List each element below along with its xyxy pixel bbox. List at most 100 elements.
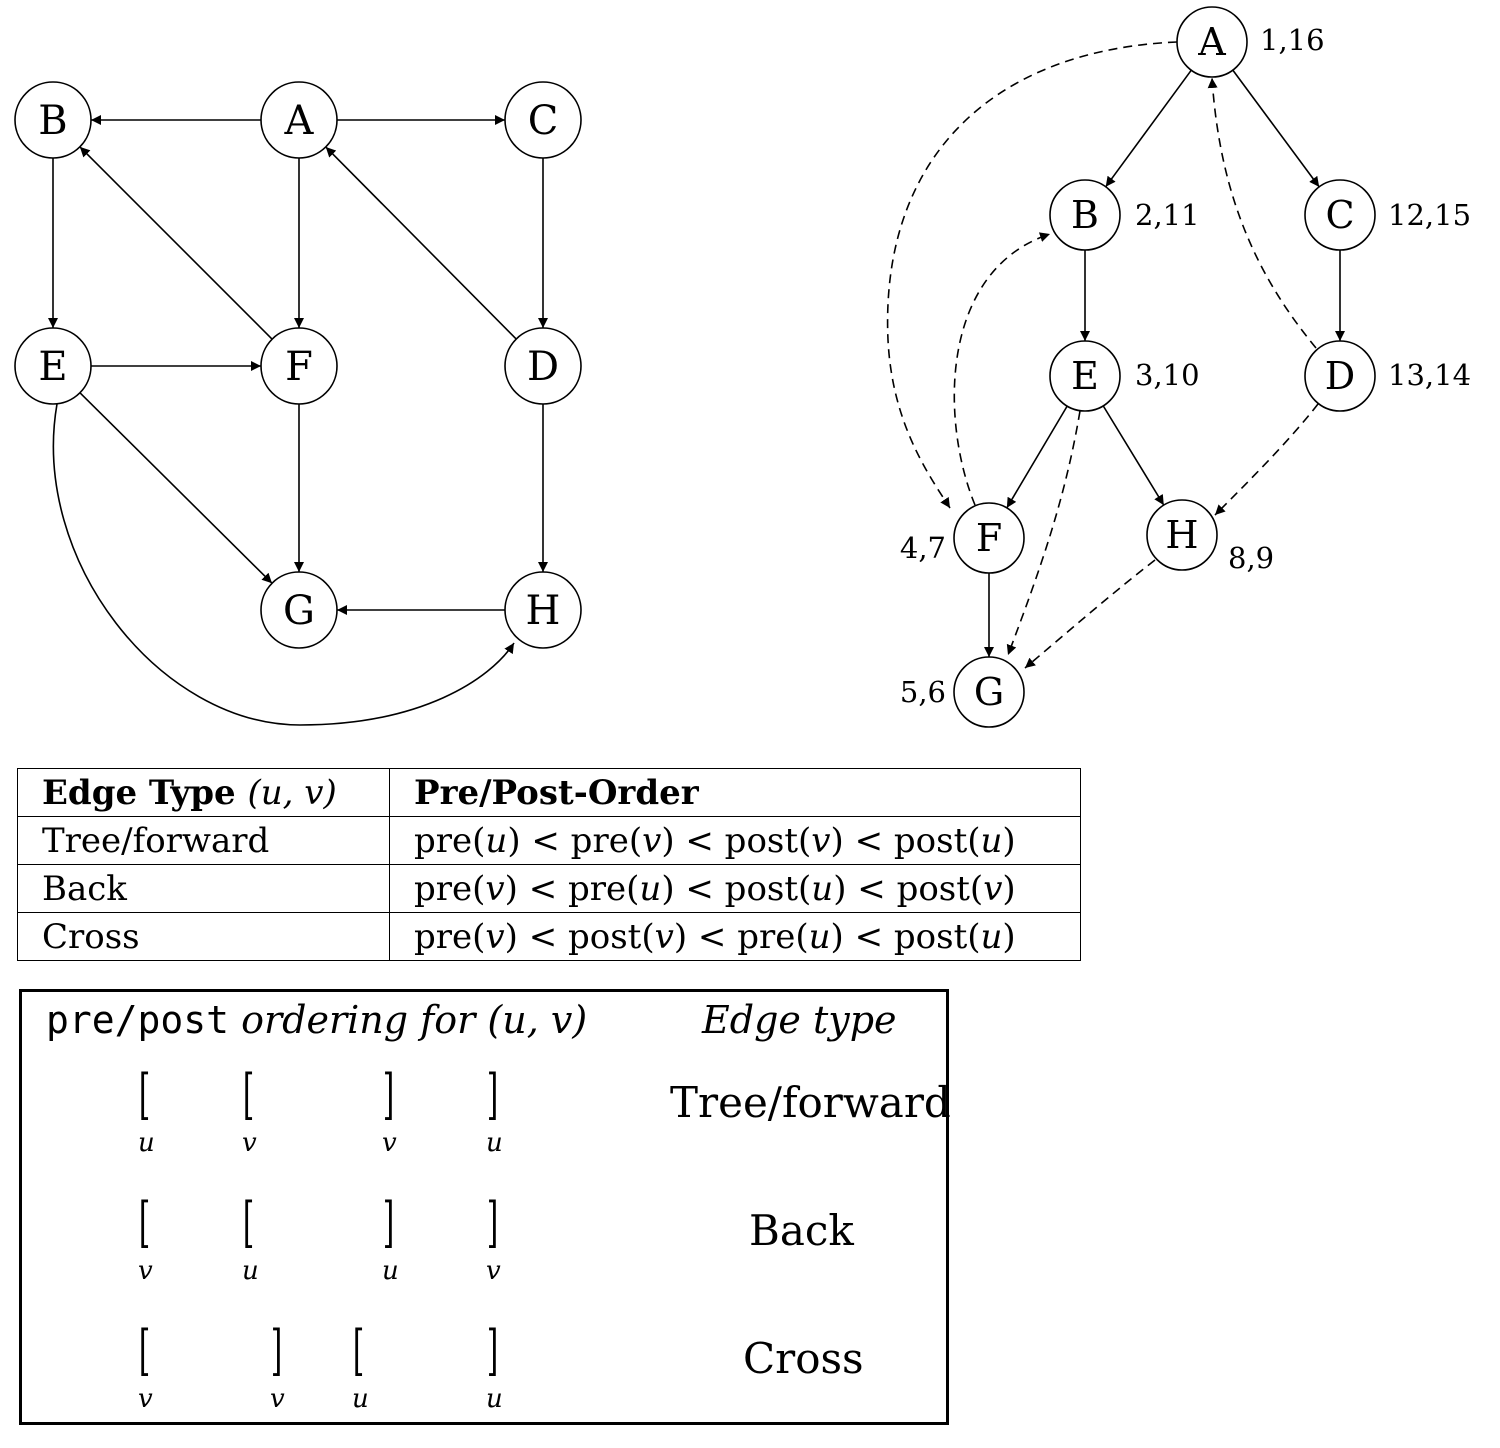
dfs-node-E-label: E <box>1071 354 1099 398</box>
box-title-prepost: pre/post <box>46 998 230 1042</box>
dfs-node-G-times: 5,6 <box>900 675 946 709</box>
edge-type-name: Back <box>749 1206 854 1255</box>
close-bracket: ] <box>486 1191 499 1254</box>
box-title-uv: (u, v) <box>487 998 588 1042</box>
node-F-label: F <box>285 344 313 390</box>
right-graph: A 1,16 B 2,11 C 12,15 E 3,10 D 13,14 F 4,7 H 8,9 G 5,6 <box>886 6 1471 728</box>
close-bracket: ] <box>270 1319 283 1382</box>
node-E-circle <box>14 327 92 405</box>
open-bracket: [ <box>242 1191 255 1254</box>
edge-E-H <box>52 403 515 726</box>
dfs-node-D-times: 13,14 <box>1388 358 1471 392</box>
close-bracket: ] <box>382 1063 395 1126</box>
dfs-node-B-times: 2,11 <box>1135 198 1200 232</box>
node-B-label: B <box>38 98 67 144</box>
edge-F-B <box>79 146 273 340</box>
node-G-circle <box>260 571 338 649</box>
node-A-label: A <box>284 98 315 144</box>
dashed-edge-E-G <box>1006 410 1081 656</box>
node-B-circle <box>14 81 92 159</box>
graphs-canvas: A B C D E F G H A 1,16 B 2,11 C 12,15 E 3,10 D 13,14 F 4,7… <box>14 6 1471 728</box>
bracket-label: u <box>382 1256 399 1286</box>
dfs-node-H-circle <box>1146 499 1218 571</box>
box-title-ordering: ordering for <box>241 998 476 1042</box>
table-row: Cross pre(v) < post(v) < pre(u) < post(u) <box>17 912 1081 961</box>
bracket-label: v <box>486 1256 501 1286</box>
table-row: Tree/forward pre(u) < pre(v) < post(v) < … <box>17 816 1081 865</box>
close-bracket: ] <box>486 1319 499 1382</box>
left-graph: A B C D E F G H <box>14 81 582 726</box>
box-col-header: Edge type <box>702 998 897 1042</box>
close-bracket: ] <box>486 1063 499 1126</box>
node-A-circle <box>260 81 338 159</box>
dfs-node-D-label: D <box>1325 354 1355 398</box>
bracket-label: v <box>382 1128 397 1158</box>
dfs-node-E-times: 3,10 <box>1135 358 1200 392</box>
node-D-circle <box>504 327 582 405</box>
header-pre-post-order: Pre/Post-Order <box>389 768 1081 817</box>
open-bracket: [ <box>352 1319 365 1382</box>
dfs-node-F-times: 4,7 <box>900 531 946 565</box>
edge-type-cell: Back <box>17 864 390 913</box>
tree-edge-E-F <box>1006 405 1068 509</box>
open-bracket: [ <box>138 1319 151 1382</box>
edge-type-name: Cross <box>743 1334 864 1383</box>
open-bracket: [ <box>138 1191 151 1254</box>
dashed-edge-H-G <box>1024 559 1156 669</box>
dfs-node-D-circle <box>1304 340 1376 412</box>
order-cell: pre(v) < pre(u) < post(u) < post(v) <box>389 864 1081 913</box>
edge-D-A <box>325 146 517 340</box>
edge-type-cell: Cross <box>17 912 390 961</box>
node-F-circle <box>260 327 338 405</box>
dashed-edge-F-B <box>953 232 1051 506</box>
box-title: pre/post ordering for (u, v) <box>46 998 587 1042</box>
dfs-node-B-circle <box>1049 179 1121 251</box>
header-edge-type-label: Edge Type <box>42 772 236 813</box>
order-cell: pre(u) < pre(v) < post(v) < post(u) <box>389 816 1081 865</box>
edge-type-table: Edge Type (u, v) Pre/Post-Order Tree/for… <box>17 768 1081 961</box>
edge-E-G <box>79 392 273 584</box>
ordering-box: pre/post ordering for (u, v) Edge type [… <box>19 989 951 1425</box>
dfs-node-F-circle <box>953 502 1025 574</box>
edge-type-cell: Tree/forward <box>17 816 390 865</box>
bracket-label: v <box>138 1384 153 1414</box>
table-row: Back pre(v) < pre(u) < post(u) < post(v) <box>17 864 1081 913</box>
dashed-edge-D-H <box>1214 403 1319 516</box>
node-D-label: D <box>527 344 559 390</box>
node-H-circle <box>504 571 582 649</box>
tree-edge-A-B <box>1105 69 1192 188</box>
dfs-node-A-label: A <box>1197 20 1226 64</box>
close-bracket: ] <box>382 1191 395 1254</box>
edge-type-name: Tree/forward <box>670 1078 951 1127</box>
node-C-circle <box>504 81 582 159</box>
dfs-node-C-circle <box>1304 179 1376 251</box>
dfs-node-G-label: G <box>974 670 1004 714</box>
dfs-node-A-times: 1,16 <box>1260 23 1325 57</box>
node-H-label: H <box>526 588 561 634</box>
bracket-label: v <box>138 1256 153 1286</box>
dfs-node-H-times: 8,9 <box>1228 541 1274 575</box>
header-uv: (u, v) <box>247 772 337 813</box>
tree-edge-A-C <box>1232 69 1320 188</box>
bracket-label: u <box>352 1384 369 1414</box>
table-header-row: Edge Type (u, v) Pre/Post-Order <box>17 768 1081 817</box>
open-bracket: [ <box>138 1063 151 1126</box>
tree-edge-E-H <box>1102 405 1165 506</box>
bracket-label: v <box>242 1128 257 1158</box>
node-G-label: G <box>283 588 315 634</box>
dfs-node-C-label: C <box>1325 193 1354 237</box>
bracket-label: u <box>486 1384 503 1414</box>
dfs-node-A-circle <box>1176 6 1248 78</box>
dfs-node-H-label: H <box>1165 513 1198 557</box>
order-cell: pre(v) < post(v) < pre(u) < post(u) <box>389 912 1081 961</box>
bracket-label: u <box>242 1256 259 1286</box>
bracket-label: v <box>270 1384 285 1414</box>
dfs-node-E-circle <box>1049 340 1121 412</box>
dfs-node-C-times: 12,15 <box>1388 198 1471 232</box>
node-E-label: E <box>38 344 67 390</box>
open-bracket: [ <box>242 1063 255 1126</box>
node-C-label: C <box>528 98 559 144</box>
header-edge-type: Edge Type (u, v) <box>17 768 390 817</box>
dfs-node-B-label: B <box>1071 193 1099 237</box>
dfs-node-F-label: F <box>976 516 1002 560</box>
